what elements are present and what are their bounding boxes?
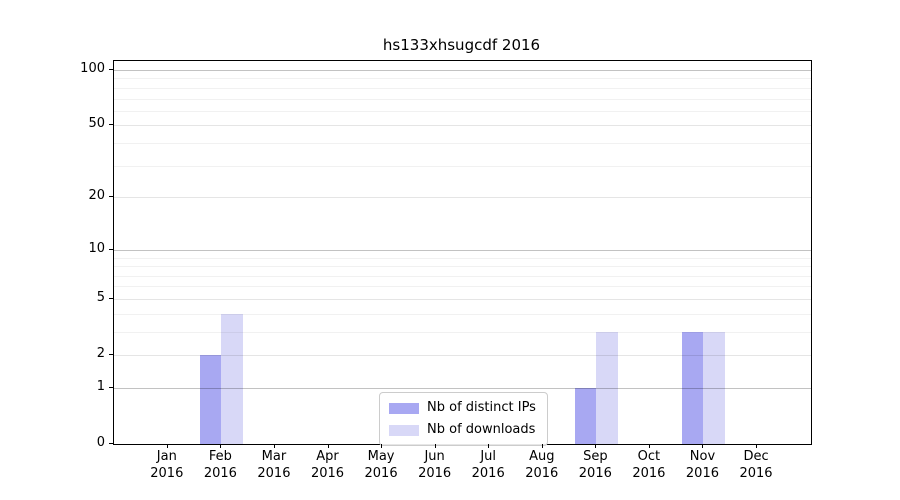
- y-tick-label: 1: [96, 379, 105, 395]
- x-tick-label-year: 2016: [310, 466, 345, 481]
- x-tick-label-year: 2016: [471, 466, 505, 481]
- bar-distinct-ips-feb: [199, 355, 222, 445]
- x-tick-mark: [220, 444, 222, 449]
- x-tick-label-year: 2016: [632, 466, 666, 481]
- x-tick-mark: [488, 444, 490, 449]
- y-tick-label: 100: [80, 61, 105, 76]
- gridline-minor: [114, 98, 811, 100]
- x-tick-mark: [756, 444, 758, 449]
- legend-swatch-distinct-ips: [389, 402, 419, 414]
- x-tick-mark: [166, 444, 168, 449]
- y-tick-label: 2: [96, 346, 105, 362]
- x-tick-label-month: Nov: [689, 449, 716, 464]
- gridline-minor: [114, 87, 811, 89]
- x-tick-label-year: 2016: [525, 466, 559, 481]
- x-tick-label-month: Jun: [424, 449, 445, 464]
- gridline-minor: [114, 257, 811, 259]
- gridline-minor: [114, 143, 811, 145]
- gridline-10: [114, 249, 811, 251]
- y-tick-label: 0: [96, 435, 105, 451]
- y-tick-label: 5: [96, 289, 105, 305]
- gridline-5: [114, 298, 811, 300]
- y-tick-mark: [109, 354, 113, 356]
- y-tick-label: 50: [88, 116, 105, 132]
- x-tick-label-month: Aug: [529, 449, 555, 464]
- legend-entry-downloads: Nb of downloads: [389, 422, 536, 438]
- x-tick-label-year: 2016: [364, 466, 398, 481]
- bar-downloads-nov: [703, 331, 725, 445]
- x-tick-label-year: 2016: [685, 466, 719, 481]
- y-tick-mark: [109, 196, 113, 198]
- chart-title: hs133xhsugcdf 2016: [382, 36, 541, 54]
- x-tick-mark: [327, 444, 329, 449]
- x-tick-label-year: 2016: [578, 466, 612, 481]
- y-tick-mark: [109, 387, 113, 389]
- x-tick-label-month: Oct: [637, 449, 661, 464]
- gridline-minor: [114, 313, 811, 315]
- y-tick-mark: [109, 297, 113, 299]
- y-tick-mark: [109, 124, 113, 126]
- x-tick-label-month: Mar: [261, 449, 287, 464]
- x-tick-label-year: 2016: [203, 466, 237, 481]
- gridline-2: [114, 355, 811, 357]
- x-tick-label-month: May: [367, 449, 395, 464]
- x-tick-mark: [273, 444, 275, 449]
- gridline-20: [114, 197, 811, 199]
- x-tick-label-month: Sep: [583, 449, 608, 464]
- x-tick-label-year: 2016: [257, 466, 291, 481]
- gridline-50: [114, 125, 811, 127]
- gridline-1: [114, 388, 811, 390]
- x-tick-label-month: Feb: [208, 449, 232, 464]
- plot-area: Nb of distinct IPs Nb of downloads: [113, 60, 812, 446]
- legend-label-downloads: Nb of downloads: [427, 422, 536, 437]
- y-tick-mark: [109, 69, 113, 70]
- gridline-minor: [114, 331, 811, 333]
- bar-distinct-ips-sep: [574, 388, 597, 445]
- gridline-minor: [114, 286, 811, 288]
- x-tick-label-month: Jan: [156, 449, 177, 464]
- x-tick-mark: [595, 444, 597, 449]
- x-tick-mark: [702, 444, 704, 449]
- y-tick-mark: [109, 248, 113, 250]
- bar-distinct-ips-nov: [682, 331, 704, 445]
- x-tick-label-month: Dec: [743, 449, 769, 464]
- legend-swatch-downloads: [389, 424, 419, 436]
- x-tick-mark: [434, 444, 436, 449]
- gridline-minor: [114, 275, 811, 277]
- gridline-minor: [114, 78, 811, 80]
- x-tick-label-year: 2016: [150, 466, 184, 481]
- x-tick-label-month: Jul: [480, 449, 497, 464]
- x-tick-mark: [648, 444, 650, 449]
- gridline-minor: [114, 110, 811, 112]
- x-tick-mark: [541, 444, 543, 449]
- gridline-minor: [114, 266, 811, 268]
- legend-entry-distinct-ips: Nb of distinct IPs: [389, 400, 536, 416]
- bar-downloads-feb: [221, 313, 243, 445]
- y-tick-label: 10: [88, 240, 105, 256]
- y-tick-label: 20: [88, 188, 105, 204]
- x-tick-label-year: 2016: [739, 466, 773, 481]
- x-tick-label-month: Apr: [316, 449, 339, 464]
- y-tick-mark: [109, 443, 113, 445]
- x-tick-label-year: 2016: [418, 466, 452, 481]
- gridline-minor: [114, 165, 811, 167]
- bar-downloads-sep: [596, 331, 618, 445]
- gridline-100: [114, 70, 811, 71]
- legend-label-distinct-ips: Nb of distinct IPs: [427, 400, 536, 415]
- legend: Nb of distinct IPs Nb of downloads: [379, 392, 548, 446]
- x-tick-mark: [381, 444, 383, 449]
